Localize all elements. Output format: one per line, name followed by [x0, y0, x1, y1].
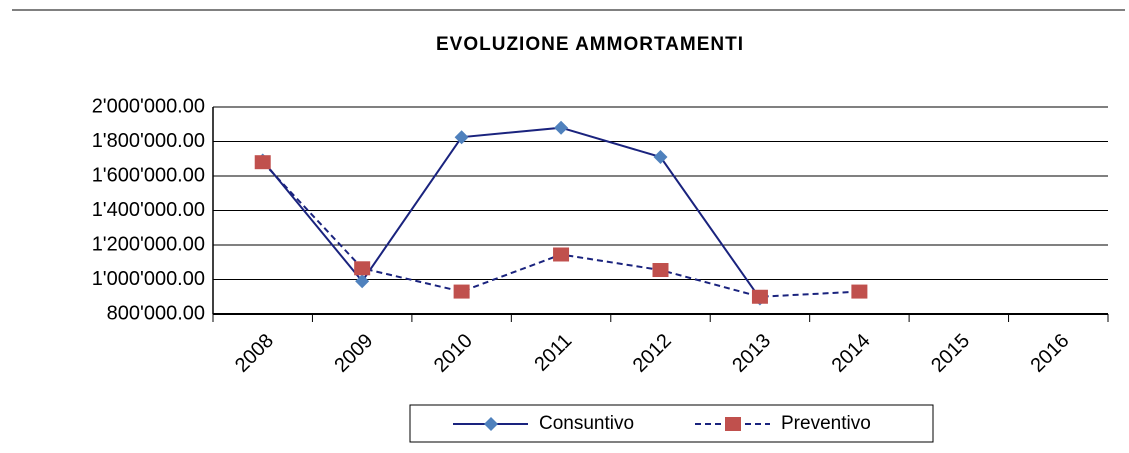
- data-point: [355, 274, 370, 289]
- data-point: [751, 289, 768, 304]
- data-point: [653, 150, 668, 165]
- legend-marker: [725, 417, 741, 431]
- x-tick-label: 2008: [231, 330, 278, 377]
- series-line: [261, 126, 761, 300]
- data-point: [254, 155, 271, 170]
- x-tick-label: 2010: [430, 330, 477, 377]
- legend-box: [409, 404, 934, 443]
- legend-label: Consuntivo: [539, 413, 634, 434]
- y-tick-label: 2'000'000.00: [92, 95, 205, 117]
- x-tick-label: 2016: [1027, 330, 1074, 377]
- x-tick-label: 2015: [927, 330, 974, 377]
- y-tick-label: 800'000.00: [107, 302, 205, 324]
- x-tick-label: 2013: [728, 330, 775, 377]
- x-tick-label: 2011: [530, 330, 576, 376]
- chart-title: EVOLUZIONE AMMORTAMENTI: [436, 34, 744, 55]
- y-tick-label: 1'000'000.00: [92, 268, 205, 290]
- data-point: [454, 130, 469, 145]
- series-line: [261, 161, 860, 298]
- legend-label: Preventivo: [781, 413, 871, 434]
- data-point: [553, 247, 570, 262]
- y-tick-label: 1'400'000.00: [92, 199, 205, 221]
- data-point: [453, 284, 470, 299]
- x-tick-label: 2014: [828, 330, 875, 377]
- y-tick-label: 1'200'000.00: [92, 233, 205, 255]
- y-tick-label: 1'800'000.00: [92, 130, 205, 152]
- y-tick-label: 1'600'000.00: [92, 164, 205, 186]
- data-point: [554, 120, 569, 135]
- x-tick-label: 2009: [330, 330, 377, 377]
- legend-marker: [484, 417, 498, 431]
- data-point: [652, 263, 669, 278]
- data-point: [851, 284, 868, 299]
- data-point: [354, 261, 371, 276]
- x-tick-label: 2012: [629, 330, 676, 377]
